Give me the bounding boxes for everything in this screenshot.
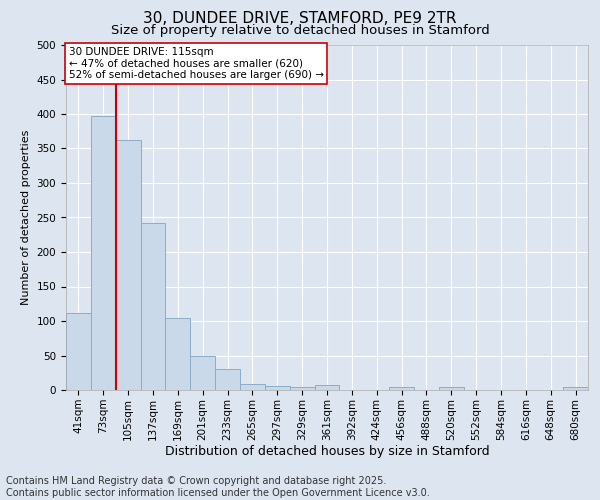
Bar: [116, 140, 140, 390]
Bar: [166, 318, 190, 390]
Text: Contains HM Land Registry data © Crown copyright and database right 2025.
Contai: Contains HM Land Registry data © Crown c…: [6, 476, 430, 498]
Bar: [140, 223, 166, 390]
X-axis label: Distribution of detached houses by size in Stamford: Distribution of detached houses by size …: [164, 446, 490, 458]
Text: 30 DUNDEE DRIVE: 115sqm
← 47% of detached houses are smaller (620)
52% of semi-d: 30 DUNDEE DRIVE: 115sqm ← 47% of detache…: [68, 46, 323, 80]
Bar: [190, 356, 215, 390]
Bar: [215, 370, 240, 390]
Bar: [265, 386, 290, 390]
Bar: [66, 312, 91, 390]
Bar: [389, 387, 414, 390]
Text: 30, DUNDEE DRIVE, STAMFORD, PE9 2TR: 30, DUNDEE DRIVE, STAMFORD, PE9 2TR: [143, 11, 457, 26]
Bar: [314, 385, 340, 390]
Bar: [439, 387, 464, 390]
Y-axis label: Number of detached properties: Number of detached properties: [21, 130, 31, 305]
Bar: [290, 386, 314, 390]
Bar: [563, 387, 588, 390]
Bar: [240, 384, 265, 390]
Text: Size of property relative to detached houses in Stamford: Size of property relative to detached ho…: [110, 24, 490, 37]
Bar: [91, 116, 116, 390]
